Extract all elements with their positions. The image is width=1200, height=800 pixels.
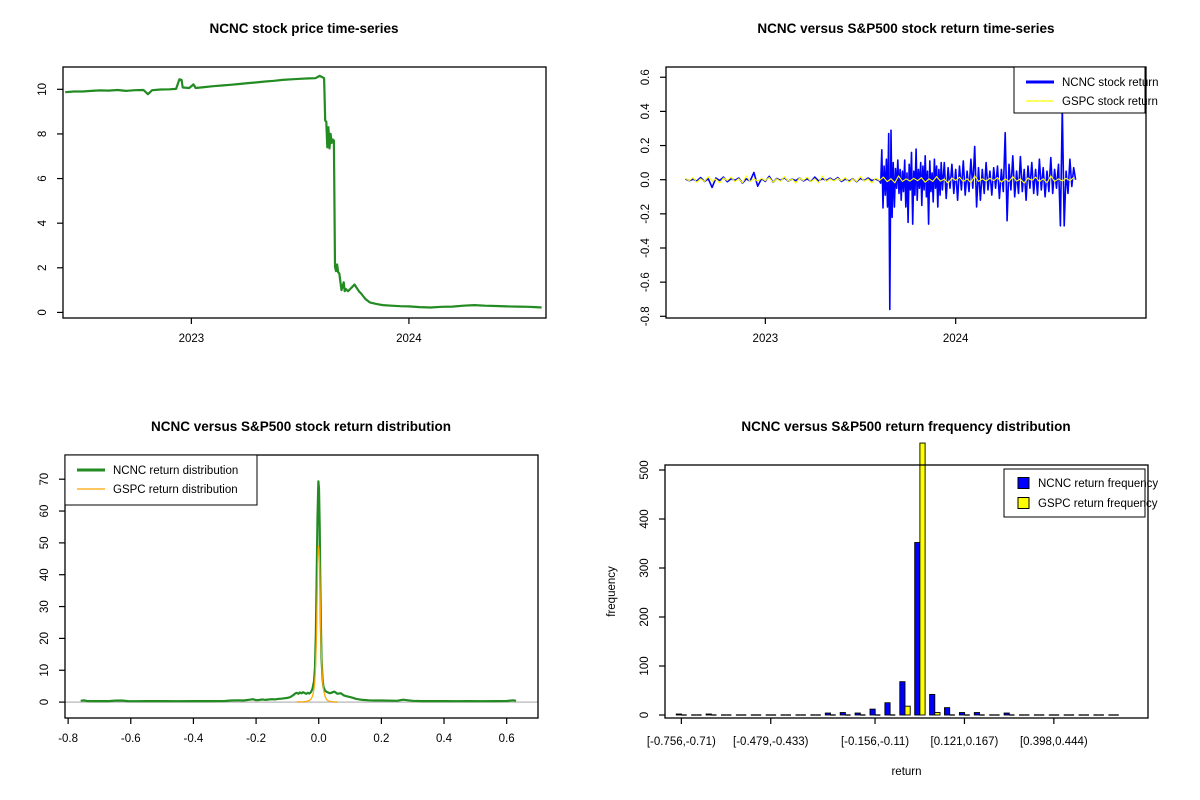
histogram-bar bbox=[854, 712, 861, 716]
x-tick-label: 0.4 bbox=[436, 733, 453, 745]
y-tick-label: 50 bbox=[39, 536, 51, 549]
y-tick-label: 0 bbox=[39, 699, 51, 705]
returns-chart-svg: NCNC versus S&P500 stock return time-ser… bbox=[640, 21, 1159, 345]
y-tick-label: 8 bbox=[37, 131, 49, 137]
plot-frame bbox=[664, 464, 1149, 719]
histogram-bar bbox=[869, 708, 876, 716]
y-axis-label: frequency bbox=[606, 566, 618, 617]
y-tick-label: 30 bbox=[39, 600, 51, 613]
legend-label: NCNC return frequency bbox=[1038, 478, 1158, 490]
series-gspc-return-distribution bbox=[296, 545, 338, 703]
x-tick-label: 2023 bbox=[179, 333, 205, 345]
histogram-bar bbox=[884, 702, 891, 716]
histogram-bar bbox=[1003, 712, 1010, 716]
series-ncnc-return-distribution bbox=[80, 480, 517, 703]
y-tick-label: 10 bbox=[37, 83, 49, 96]
histogram-bar bbox=[705, 713, 712, 716]
plot-frame bbox=[64, 454, 539, 719]
x-tick-label: -0.2 bbox=[246, 733, 266, 745]
y-tick-label: 70 bbox=[39, 473, 51, 486]
x-tick-label: -0.8 bbox=[58, 733, 78, 745]
x-tick-label: [0.398,0.444) bbox=[1020, 736, 1088, 748]
panel-density-chart: NCNC versus S&P500 stock return distribu… bbox=[0, 400, 600, 800]
x-tick-label: 0.2 bbox=[373, 733, 389, 745]
density-chart-svg: NCNC versus S&P500 stock return distribu… bbox=[39, 419, 539, 745]
y-tick-label: 0 bbox=[639, 712, 651, 718]
y-tick-label: -0.4 bbox=[640, 237, 652, 257]
x-tick-label: 2023 bbox=[753, 333, 779, 345]
y-tick-label: 300 bbox=[639, 558, 651, 577]
panel-frequency-chart: NCNC versus S&P500 return frequency dist… bbox=[600, 400, 1200, 800]
histogram-bar bbox=[934, 712, 941, 716]
histogram-bar bbox=[944, 707, 951, 716]
y-tick-label: 20 bbox=[39, 632, 51, 645]
y-tick-label: 500 bbox=[639, 460, 651, 479]
legend-label: GSPC return frequency bbox=[1038, 498, 1158, 510]
y-tick-label: 0.4 bbox=[640, 103, 652, 120]
y-tick-label: 60 bbox=[39, 505, 51, 518]
series-ncnc-stock-return bbox=[685, 107, 1077, 311]
x-tick-label: 2024 bbox=[396, 333, 422, 345]
y-tick-label: -0.2 bbox=[640, 204, 652, 224]
histogram-bar bbox=[899, 681, 906, 716]
plot-frame bbox=[665, 66, 1147, 319]
histogram-bar bbox=[973, 712, 980, 716]
frequency-chart-svg: NCNC versus S&P500 return frequency dist… bbox=[606, 419, 1158, 778]
y-tick-label: 0 bbox=[37, 309, 49, 315]
y-tick-label: 40 bbox=[39, 568, 51, 581]
y-tick-label: 200 bbox=[639, 607, 651, 626]
histogram-bar bbox=[675, 713, 682, 716]
series-ncnc-price bbox=[65, 74, 542, 309]
chart-title: NCNC stock price time-series bbox=[209, 21, 398, 36]
x-axis-label: return bbox=[891, 766, 921, 778]
panel-returns-chart: NCNC versus S&P500 stock return time-ser… bbox=[600, 0, 1200, 400]
x-tick-label: 2024 bbox=[943, 333, 969, 345]
histogram-bar bbox=[958, 712, 966, 716]
x-tick-label: [-0.479,-0.433) bbox=[733, 736, 809, 748]
x-tick-label: 0.0 bbox=[311, 733, 327, 745]
histogram-bar bbox=[919, 442, 926, 716]
y-tick-label: 100 bbox=[639, 656, 651, 675]
x-tick-label: -0.4 bbox=[184, 733, 204, 745]
y-tick-label: 4 bbox=[37, 219, 49, 226]
legend-box bbox=[64, 454, 258, 506]
x-tick-label: 0.6 bbox=[499, 733, 515, 745]
legend-square-sample bbox=[1017, 497, 1030, 509]
legend-box bbox=[1013, 66, 1146, 114]
histogram-bar bbox=[904, 705, 911, 716]
histogram-bar bbox=[914, 542, 921, 716]
y-tick-label: 0.0 bbox=[640, 172, 652, 188]
y-tick-label: 400 bbox=[639, 509, 651, 528]
y-tick-label: 0.6 bbox=[640, 69, 652, 85]
y-tick-label: -0.6 bbox=[640, 272, 652, 292]
y-tick-label: 10 bbox=[39, 664, 51, 677]
histogram-bar bbox=[839, 712, 846, 716]
y-tick-label: -0.8 bbox=[640, 306, 652, 326]
histogram-bar bbox=[824, 712, 831, 716]
chart-title: NCNC versus S&P500 stock return time-ser… bbox=[757, 21, 1054, 36]
plot-frame bbox=[62, 66, 547, 319]
legend-label: GSPC stock return bbox=[1062, 96, 1158, 108]
y-tick-label: 0.2 bbox=[640, 138, 652, 154]
chart-title: NCNC versus S&P500 stock return distribu… bbox=[151, 419, 451, 434]
price-chart-svg: NCNC stock price time-series 0 2 4 6 8 10 2023 2… bbox=[37, 21, 547, 345]
chart-title: NCNC versus S&P500 return frequency dist… bbox=[741, 419, 1070, 434]
x-tick-label: -0.6 bbox=[121, 733, 141, 745]
series-gspc-stock-return bbox=[685, 175, 1075, 184]
x-tick-label: [-0.156,-0.11) bbox=[841, 736, 909, 748]
legend-label: NCNC stock return bbox=[1062, 77, 1159, 89]
y-tick-label: 2 bbox=[37, 265, 49, 271]
y-tick-label: 6 bbox=[37, 175, 49, 181]
legend-label: NCNC return distribution bbox=[113, 465, 238, 477]
legend-label: GSPC return distribution bbox=[113, 484, 238, 496]
panel-price-chart: NCNC stock price time-series 0 2 4 6 8 10 2023 2… bbox=[0, 0, 600, 400]
x-tick-label: [0.121,0.167) bbox=[931, 736, 999, 748]
legend-square-sample bbox=[1017, 477, 1030, 489]
histogram-bar bbox=[929, 693, 936, 716]
x-tick-label: [-0.756,-0.71) bbox=[647, 736, 716, 748]
